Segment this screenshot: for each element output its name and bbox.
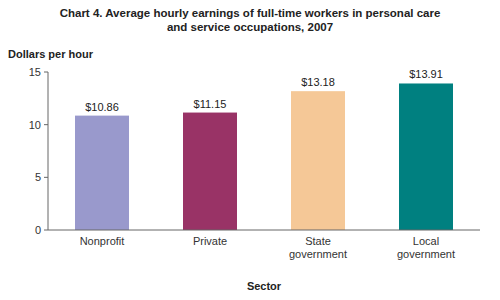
x-tick-label: Private xyxy=(193,235,227,247)
y-tick-label: 5 xyxy=(35,171,41,183)
x-tick-label: Stategovernment xyxy=(289,235,347,260)
y-tick-label: 0 xyxy=(35,224,41,236)
data-label: $10.86 xyxy=(85,101,119,113)
data-label: $11.15 xyxy=(194,98,227,110)
y-tick xyxy=(44,72,48,73)
y-tick-label: 10 xyxy=(29,119,41,131)
x-axis-label: Sector xyxy=(247,280,282,292)
y-tick xyxy=(44,230,48,231)
x-tick-label: Localgovernment xyxy=(397,235,455,260)
bar xyxy=(183,113,237,230)
y-tick xyxy=(44,177,48,178)
data-label: $13.18 xyxy=(301,76,335,88)
x-axis-line xyxy=(48,230,480,231)
x-tick-label: Nonprofit xyxy=(80,235,125,247)
bars xyxy=(75,83,453,230)
bar xyxy=(291,91,345,230)
chart-svg: Chart 4. Average hourly earnings of full… xyxy=(0,0,500,300)
y-tick-label: 15 xyxy=(29,66,41,78)
chart-container: Chart 4. Average hourly earnings of full… xyxy=(0,0,500,300)
y-axis-label: Dollars per hour xyxy=(8,48,94,60)
data-label: $13.91 xyxy=(409,68,443,80)
bar xyxy=(399,83,453,230)
chart-title: Chart 4. Average hourly earnings of full… xyxy=(60,7,441,33)
bar xyxy=(75,116,129,230)
y-axis-line xyxy=(48,72,49,230)
y-tick xyxy=(44,124,48,125)
